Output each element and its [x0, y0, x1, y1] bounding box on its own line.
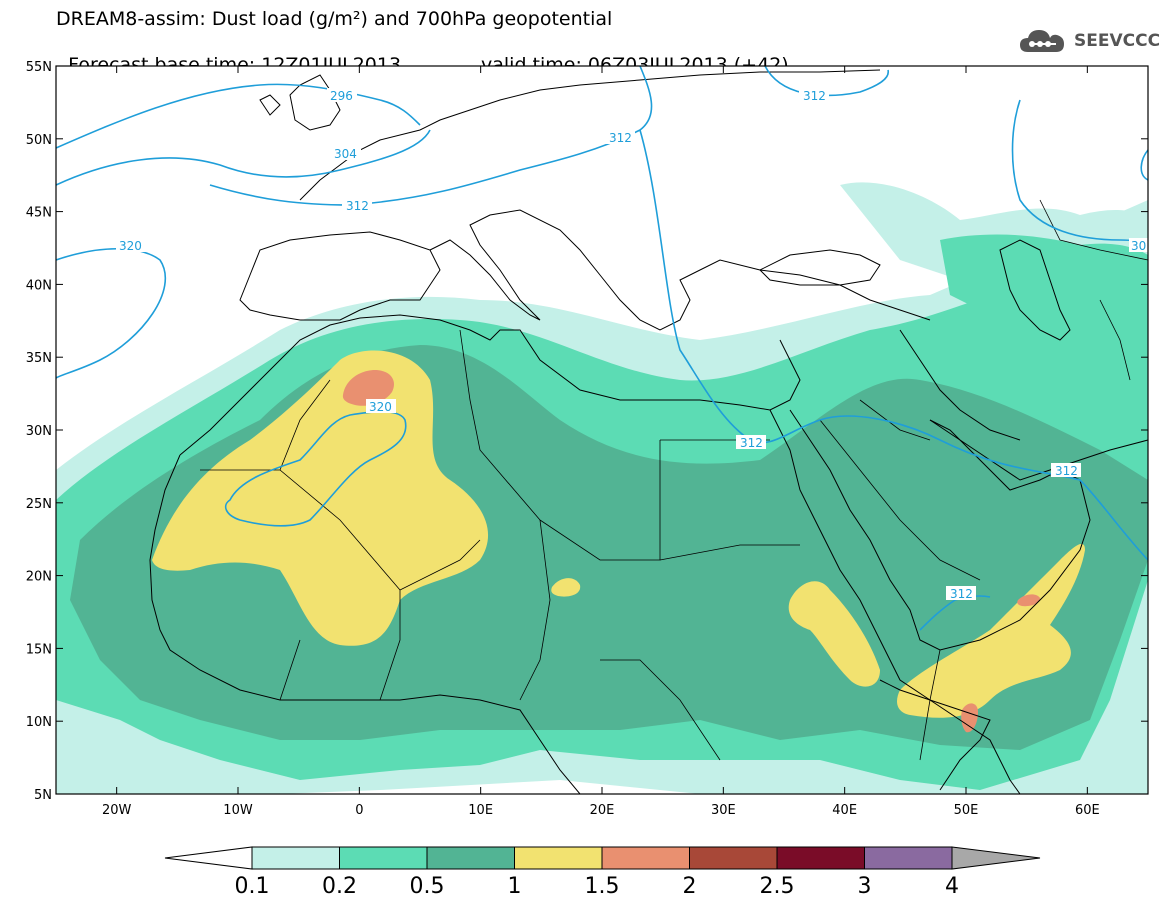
lat-tick-label: 55N	[26, 60, 52, 75]
lon-tick-label: 50E	[954, 803, 979, 818]
colorbar-label: 2	[683, 874, 697, 899]
lon-tick-label: 10W	[223, 803, 253, 818]
lon-tick-label: 30E	[711, 803, 736, 818]
lat-tick-label: 5N	[34, 788, 52, 803]
logo-text: SEEVCCC	[1074, 31, 1161, 51]
lon-tick-label: 20W	[102, 803, 132, 818]
lon-tick-label: 60E	[1075, 803, 1100, 818]
contour-label-312: 312	[950, 587, 973, 601]
longitude-axis: 20W 10W 0 10E 20E 30E 40E 50E 60E	[102, 66, 1100, 818]
dust-band-1-arabia	[897, 543, 1085, 718]
contour-label-312: 312	[1055, 464, 1078, 478]
colorbar-labels: 0.1 0.2 0.5 1 1.5 2 2.5 3 4	[235, 874, 960, 899]
map-title: DREAM8-assim: Dust load (g/m²) and 700hP…	[56, 8, 613, 30]
colorbar-label: 1	[508, 874, 522, 899]
colorbar-label: 1.5	[585, 874, 620, 899]
seevccc-logo: SEEVCCC	[1018, 24, 1160, 58]
dust-band-1.5-somalia	[961, 703, 978, 733]
colorbar-box	[251, 846, 340, 870]
borders	[200, 199, 1148, 761]
contour-label-312: 312	[346, 199, 369, 213]
lat-tick-label: 10N	[26, 715, 52, 730]
colorbar: 0.1 0.2 0.5 1 1.5 2 2.5 3 4	[164, 846, 1041, 899]
colorbar-left-arrow	[164, 846, 253, 870]
lat-tick-label: 45N	[26, 206, 52, 221]
latitude-axis: 55N 50N 45N 40N 35N 30N 25N 20N 15N 10N 5N	[26, 60, 1148, 803]
dust-band-0.2-north	[940, 234, 1148, 320]
colorbar-box	[689, 846, 778, 870]
lon-tick-label: 10E	[468, 803, 493, 818]
colorbar-box	[426, 846, 515, 870]
colorbar-boxes	[251, 846, 953, 870]
dust-band-1-sudan	[788, 581, 880, 687]
lon-tick-label: 20E	[590, 803, 615, 818]
colorbar-label: 0.1	[235, 874, 270, 899]
contour-label-312: 312	[609, 131, 632, 145]
map-area: 296 304 312 312 312 320 320 312 312 312 …	[56, 66, 1148, 794]
colorbar-box	[514, 846, 603, 870]
dust-band-1	[152, 350, 489, 646]
lon-tick-label: 40E	[832, 803, 857, 818]
lat-tick-label: 20N	[26, 570, 52, 585]
colorbar-label: 0.5	[410, 874, 445, 899]
contour-labels: 296 304 312 312 312 320 320 312 312 312 …	[116, 88, 1148, 601]
dust-band-1.5-algeria	[342, 370, 395, 406]
contour-label-312: 312	[803, 89, 826, 103]
contour-label-320: 320	[369, 400, 392, 414]
colorbar-box	[601, 846, 690, 870]
lat-tick-label: 25N	[26, 497, 52, 512]
lon-tick-label: 0	[355, 803, 363, 818]
dust-band-1.5-oman	[1017, 594, 1040, 607]
contour-label-320: 320	[119, 239, 142, 253]
contour-label-30: 30	[1131, 239, 1146, 253]
colorbar-box	[776, 846, 865, 870]
coastlines	[149, 69, 1148, 794]
colorbar-label: 0.2	[322, 874, 357, 899]
dust-band-1-chad	[551, 578, 581, 597]
contour-label-304: 304	[334, 147, 357, 161]
lat-tick-label: 35N	[26, 351, 52, 366]
colorbar-right-arrow	[951, 846, 1041, 870]
lat-tick-label: 15N	[26, 642, 52, 657]
colorbar-label: 3	[858, 874, 872, 899]
colorbar-box	[864, 846, 953, 870]
contour-label-312: 312	[740, 436, 763, 450]
colorbar-label: 4	[945, 874, 959, 899]
lat-tick-label: 50N	[26, 133, 52, 148]
contour-label-296: 296	[330, 89, 353, 103]
colorbar-label: 2.5	[760, 874, 795, 899]
colorbar-box	[339, 846, 428, 870]
cloud-icon	[1020, 30, 1064, 52]
lat-tick-label: 30N	[26, 424, 52, 439]
lat-tick-label: 40N	[26, 278, 52, 293]
